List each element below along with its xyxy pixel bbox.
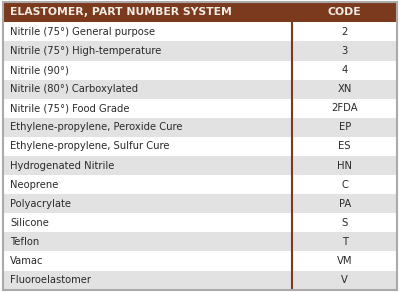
Text: T: T (342, 237, 348, 247)
Text: C: C (341, 180, 348, 190)
Bar (3, 22, 397, 41)
Bar (3, 137, 397, 156)
Text: S: S (342, 218, 348, 228)
Text: Hydrogenated Nitrile: Hydrogenated Nitrile (10, 161, 115, 171)
Text: Nitrile (75°) Food Grade: Nitrile (75°) Food Grade (10, 103, 130, 113)
Text: XN: XN (338, 84, 352, 94)
Text: Ethylene-propylene, Peroxide Cure: Ethylene-propylene, Peroxide Cure (10, 122, 183, 132)
Text: Vamac: Vamac (10, 256, 44, 266)
Text: CODE: CODE (328, 7, 362, 17)
Text: Nitrile (80°) Carboxylated: Nitrile (80°) Carboxylated (10, 84, 138, 94)
Bar (3, 99, 397, 118)
Text: Nitrile (90°): Nitrile (90°) (10, 65, 69, 75)
Bar (3, 175, 397, 194)
Bar (3, 118, 397, 137)
Text: 4: 4 (342, 65, 348, 75)
Bar (3, 232, 397, 251)
Text: Teflon: Teflon (10, 237, 40, 247)
Text: PA: PA (338, 199, 351, 209)
Text: EP: EP (338, 122, 351, 132)
Text: 2FDA: 2FDA (331, 103, 358, 113)
Bar (3, 271, 397, 290)
Text: VM: VM (337, 256, 352, 266)
Text: Ethylene-propylene, Sulfur Cure: Ethylene-propylene, Sulfur Cure (10, 141, 170, 152)
Text: V: V (341, 275, 348, 285)
Bar (3, 194, 397, 213)
Text: ES: ES (338, 141, 351, 152)
Text: Nitrile (75°) General purpose: Nitrile (75°) General purpose (10, 27, 156, 37)
Text: Neoprene: Neoprene (10, 180, 59, 190)
Text: 2: 2 (342, 27, 348, 37)
Text: Nitrile (75°) High-temperature: Nitrile (75°) High-temperature (10, 46, 162, 56)
Text: Fluoroelastomer: Fluoroelastomer (10, 275, 91, 285)
Bar (3, 2, 397, 22)
Bar (3, 251, 397, 271)
Bar (3, 80, 397, 99)
Text: 3: 3 (342, 46, 348, 56)
Text: HN: HN (337, 161, 352, 171)
Bar (3, 156, 397, 175)
Text: Silicone: Silicone (10, 218, 49, 228)
Text: ELASTOMER, PART NUMBER SYSTEM: ELASTOMER, PART NUMBER SYSTEM (10, 7, 232, 17)
Bar (3, 60, 397, 80)
Text: Polyacrylate: Polyacrylate (10, 199, 72, 209)
Bar (3, 41, 397, 60)
Bar (3, 213, 397, 232)
